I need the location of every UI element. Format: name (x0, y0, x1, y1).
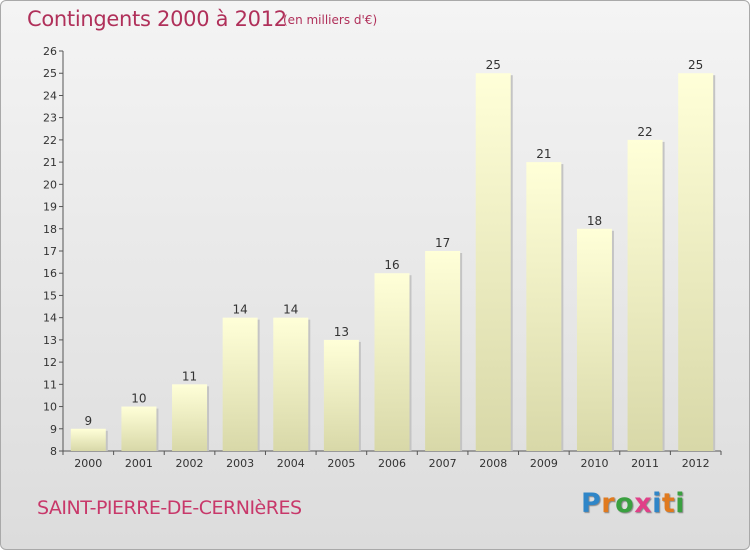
commune-name: SAINT-PIERRE-DE-CERNIèRES (37, 497, 302, 519)
x-tick-label: 2005 (327, 457, 355, 470)
bar (323, 339, 359, 451)
logo-letter: x (634, 488, 653, 519)
data-label: 14 (283, 303, 298, 317)
bars (70, 73, 716, 451)
proxiti-logo[interactable]: Proxiti (581, 488, 685, 519)
y-tick-label: 16 (43, 267, 57, 280)
y-tick-label: 13 (43, 334, 57, 347)
bar (273, 317, 309, 451)
x-tick-label: 2003 (226, 457, 254, 470)
y-tick-label: 26 (43, 45, 57, 58)
data-label: 25 (688, 58, 703, 72)
data-label: 9 (84, 414, 92, 428)
x-tick-label: 2009 (530, 457, 558, 470)
data-label: 18 (587, 214, 602, 228)
x-tick-label: 2000 (74, 457, 102, 470)
bar (374, 273, 410, 451)
data-label: 16 (384, 258, 399, 272)
y-tick-label: 21 (43, 156, 57, 169)
y-tick-label: 14 (43, 312, 57, 325)
bar (678, 73, 714, 451)
y-tick-label: 20 (43, 178, 57, 191)
x-tick-label: 2010 (580, 457, 608, 470)
x-tick-label: 2012 (682, 457, 710, 470)
bar (627, 139, 663, 451)
logo-letter: r (601, 488, 616, 519)
x-tick-label: 2011 (631, 457, 659, 470)
data-label: 21 (536, 147, 551, 161)
y-tick-label: 22 (43, 134, 57, 147)
x-tick-label: 2001 (125, 457, 153, 470)
bar (172, 384, 208, 451)
y-tick-label: 18 (43, 223, 57, 236)
y-tick-label: 25 (43, 67, 57, 80)
bar (475, 73, 511, 451)
y-tick-label: 24 (43, 89, 57, 102)
y-tick-label: 15 (43, 289, 57, 302)
data-label: 10 (131, 392, 146, 406)
data-label: 11 (182, 369, 197, 383)
data-label: 14 (233, 303, 248, 317)
data-labels: 9 10 11 14 14 13 16 17 25 21 18 22 25 (84, 58, 703, 428)
logo-letter: o (615, 488, 635, 519)
x-tick-label: 2008 (479, 457, 507, 470)
chart-subtitle: (en milliers d'€) (283, 13, 378, 27)
bar (70, 428, 106, 451)
y-tick-label: 19 (43, 201, 57, 214)
y-tick-label: 12 (43, 356, 57, 369)
bar (425, 251, 461, 451)
logo-letter: i (675, 488, 686, 519)
y-tick-label: 9 (50, 423, 57, 436)
data-label: 25 (486, 58, 501, 72)
y-tick-label: 8 (50, 445, 57, 458)
y-tick-label: 11 (43, 378, 57, 391)
y-tick-label: 23 (43, 112, 57, 125)
bar (526, 162, 562, 451)
x-tick-label: 2007 (429, 457, 457, 470)
data-label: 17 (435, 236, 450, 250)
bar (222, 317, 258, 451)
chart-title: Contingents 2000 à 2012 (27, 7, 287, 31)
logo-letter: t (661, 488, 676, 519)
logo-letter: i (652, 488, 662, 519)
bar (121, 406, 157, 451)
y-tick-label: 17 (43, 245, 57, 258)
x-tick-label: 2006 (378, 457, 406, 470)
logo-letter: P (581, 488, 602, 519)
x-tick-label: 2002 (176, 457, 204, 470)
x-tick-label: 2004 (277, 457, 305, 470)
data-label: 13 (334, 325, 349, 339)
axes: 8 9 10 11 12 13 14 15 16 17 18 19 20 21 22 23 24 25 26 2000… (43, 45, 722, 470)
y-tick-label: 10 (43, 401, 57, 414)
data-label: 22 (637, 125, 652, 139)
bar (576, 228, 612, 451)
